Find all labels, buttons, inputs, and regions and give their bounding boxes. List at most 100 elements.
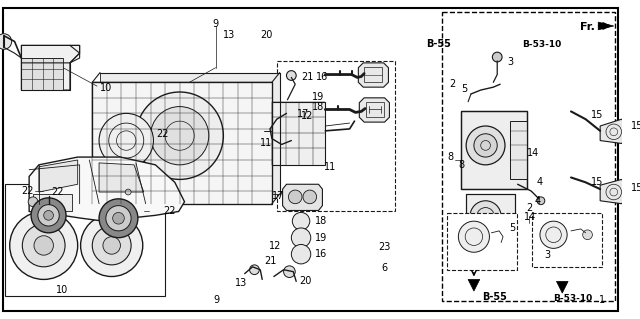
Circle shape: [31, 198, 66, 233]
Text: Fr.: Fr.: [580, 22, 595, 32]
Circle shape: [125, 189, 131, 195]
Circle shape: [291, 228, 311, 248]
Circle shape: [34, 236, 53, 255]
Circle shape: [492, 52, 502, 62]
Polygon shape: [461, 111, 527, 189]
Text: 22: 22: [157, 129, 169, 139]
Circle shape: [38, 205, 60, 226]
Bar: [5, 184, 165, 296]
Circle shape: [22, 224, 65, 267]
Circle shape: [103, 237, 120, 254]
Bar: [35, 206, 62, 213]
Circle shape: [10, 211, 77, 279]
Circle shape: [136, 92, 223, 179]
Text: 10: 10: [100, 83, 112, 93]
Circle shape: [289, 190, 302, 204]
Polygon shape: [359, 98, 389, 122]
Text: 17: 17: [297, 109, 310, 119]
Text: 15: 15: [631, 183, 640, 193]
Circle shape: [250, 265, 259, 275]
Text: 1: 1: [598, 294, 605, 305]
Text: 16: 16: [316, 72, 328, 82]
Circle shape: [44, 186, 53, 196]
Text: 20: 20: [260, 30, 272, 40]
Text: 11: 11: [260, 138, 272, 148]
Text: 23: 23: [378, 242, 390, 252]
Text: B-53-10: B-53-10: [522, 40, 561, 49]
Bar: [532, 213, 602, 267]
Text: 16: 16: [315, 249, 327, 259]
Text: 6: 6: [381, 263, 387, 273]
Text: 14: 14: [527, 148, 540, 158]
Polygon shape: [466, 194, 515, 238]
Text: 4: 4: [537, 177, 543, 187]
Text: 3: 3: [507, 57, 513, 67]
Circle shape: [106, 206, 131, 231]
Polygon shape: [21, 45, 79, 90]
Text: 14: 14: [524, 212, 537, 222]
Text: 8: 8: [448, 152, 454, 162]
Circle shape: [458, 221, 490, 252]
Text: 21: 21: [264, 256, 276, 266]
Text: 8: 8: [458, 160, 464, 170]
Circle shape: [150, 208, 157, 215]
Polygon shape: [358, 63, 388, 87]
Text: 15: 15: [591, 177, 603, 187]
Polygon shape: [468, 279, 480, 291]
Text: 17: 17: [272, 191, 284, 201]
Polygon shape: [556, 281, 568, 293]
Text: 15: 15: [631, 121, 640, 131]
Polygon shape: [283, 184, 323, 211]
Polygon shape: [600, 119, 627, 144]
Text: 4: 4: [534, 196, 541, 206]
Text: 9: 9: [212, 19, 219, 29]
Bar: [447, 213, 516, 270]
Polygon shape: [29, 157, 184, 221]
Circle shape: [0, 34, 12, 49]
Text: 2: 2: [526, 204, 532, 213]
Text: 22: 22: [163, 206, 175, 217]
Polygon shape: [100, 73, 280, 194]
Text: 21: 21: [301, 72, 314, 82]
Circle shape: [466, 126, 505, 165]
Text: 5: 5: [509, 223, 516, 233]
Circle shape: [303, 190, 317, 204]
Text: 18: 18: [315, 216, 327, 226]
Text: 15: 15: [591, 110, 603, 120]
Circle shape: [540, 221, 567, 249]
Bar: [364, 67, 381, 82]
Text: 19: 19: [315, 233, 327, 243]
Text: 11: 11: [324, 162, 336, 172]
Circle shape: [99, 199, 138, 238]
Text: 13: 13: [223, 30, 235, 40]
Polygon shape: [99, 163, 144, 192]
Circle shape: [284, 266, 295, 278]
Circle shape: [470, 201, 501, 232]
Text: 20: 20: [299, 276, 312, 286]
Text: 18: 18: [312, 102, 324, 113]
Circle shape: [99, 113, 154, 168]
Text: 3: 3: [544, 250, 550, 260]
Circle shape: [44, 211, 53, 220]
Text: 22: 22: [51, 187, 63, 197]
Text: 22: 22: [21, 186, 34, 196]
Circle shape: [113, 212, 124, 224]
Text: 5: 5: [461, 84, 468, 94]
Text: B-55: B-55: [482, 292, 506, 302]
Polygon shape: [510, 121, 527, 179]
Text: 19: 19: [312, 92, 324, 102]
Text: 9: 9: [213, 294, 220, 305]
Circle shape: [28, 197, 38, 207]
Text: 12: 12: [301, 111, 314, 121]
Text: 13: 13: [235, 278, 247, 288]
Circle shape: [150, 107, 209, 165]
Text: 12: 12: [269, 241, 281, 251]
Circle shape: [81, 214, 143, 277]
Circle shape: [537, 197, 545, 205]
Bar: [276, 61, 396, 211]
Text: B-53-10: B-53-10: [554, 294, 593, 303]
Circle shape: [474, 134, 497, 157]
Text: B-55: B-55: [426, 39, 451, 49]
Polygon shape: [272, 102, 325, 165]
Text: 10: 10: [56, 285, 68, 295]
